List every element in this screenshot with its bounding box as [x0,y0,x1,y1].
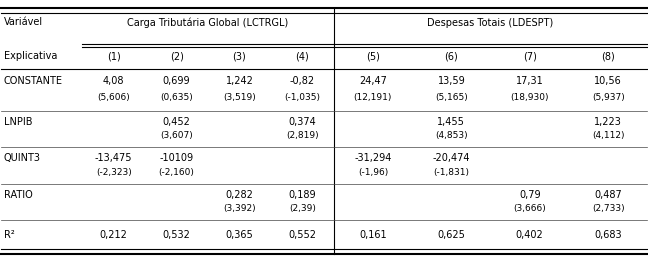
Text: 0,625: 0,625 [437,230,465,240]
Text: (18,930): (18,930) [511,93,549,102]
Text: (1): (1) [107,51,121,61]
Text: (3,666): (3,666) [513,204,546,213]
Text: -10109: -10109 [159,153,194,163]
Text: -31,294: -31,294 [354,153,391,163]
Text: (5,937): (5,937) [592,93,625,102]
Text: 1,242: 1,242 [226,77,253,86]
Text: 0,552: 0,552 [288,230,316,240]
Text: 0,365: 0,365 [226,230,253,240]
Text: (0,635): (0,635) [160,93,193,102]
Text: (-1,831): (-1,831) [434,168,469,177]
Text: (4): (4) [295,51,309,61]
Text: (12,191): (12,191) [354,93,392,102]
Text: 0,161: 0,161 [359,230,387,240]
Text: (3,392): (3,392) [223,204,256,213]
Text: 0,212: 0,212 [100,230,128,240]
Text: (-1,96): (-1,96) [358,168,388,177]
Text: 1,455: 1,455 [437,117,465,127]
Text: Explicativa: Explicativa [4,51,57,61]
Text: (2,39): (2,39) [289,204,316,213]
Text: QUINT3: QUINT3 [4,153,41,163]
Text: (3): (3) [233,51,246,61]
Text: (4,853): (4,853) [435,131,468,140]
Text: -20,474: -20,474 [433,153,470,163]
Text: (8): (8) [601,51,615,61]
Text: 0,452: 0,452 [163,117,191,127]
Text: 13,59: 13,59 [437,77,465,86]
Text: Carga Tributária Global (LCTRGL): Carga Tributária Global (LCTRGL) [128,18,288,28]
Text: 0,402: 0,402 [516,230,544,240]
Text: 0,699: 0,699 [163,77,191,86]
Text: (2): (2) [170,51,183,61]
Text: 10,56: 10,56 [594,77,622,86]
Text: (-2,323): (-2,323) [96,168,132,177]
Text: (2,733): (2,733) [592,204,625,213]
Text: (4,112): (4,112) [592,131,625,140]
Text: 0,79: 0,79 [519,190,540,200]
Text: 0,374: 0,374 [288,117,316,127]
Text: 0,487: 0,487 [594,190,622,200]
Text: Variável: Variável [4,16,43,26]
Text: (-1,035): (-1,035) [284,93,320,102]
Text: (3,607): (3,607) [160,131,193,140]
Text: CONSTANTE: CONSTANTE [4,77,63,86]
Text: 0,282: 0,282 [226,190,253,200]
Text: 17,31: 17,31 [516,77,544,86]
Text: (-2,160): (-2,160) [159,168,194,177]
Text: 0,532: 0,532 [163,230,191,240]
Text: 24,47: 24,47 [359,77,387,86]
Text: (2,819): (2,819) [286,131,319,140]
Text: RATIO: RATIO [4,190,32,200]
Text: 1,223: 1,223 [594,117,622,127]
Text: -13,475: -13,475 [95,153,132,163]
Text: (7): (7) [523,51,537,61]
Text: -0,82: -0,82 [290,77,315,86]
Text: (5,165): (5,165) [435,93,468,102]
Text: 0,189: 0,189 [288,190,316,200]
Text: (6): (6) [445,51,458,61]
Text: 4,08: 4,08 [103,77,124,86]
Text: Despesas Totais (LDESPT): Despesas Totais (LDESPT) [428,18,553,28]
Text: (5,606): (5,606) [97,93,130,102]
Text: 0,683: 0,683 [594,230,622,240]
Text: LNPIB: LNPIB [4,117,32,127]
Text: (5): (5) [366,51,380,61]
Text: R²: R² [4,230,15,240]
Text: (3,519): (3,519) [223,93,256,102]
